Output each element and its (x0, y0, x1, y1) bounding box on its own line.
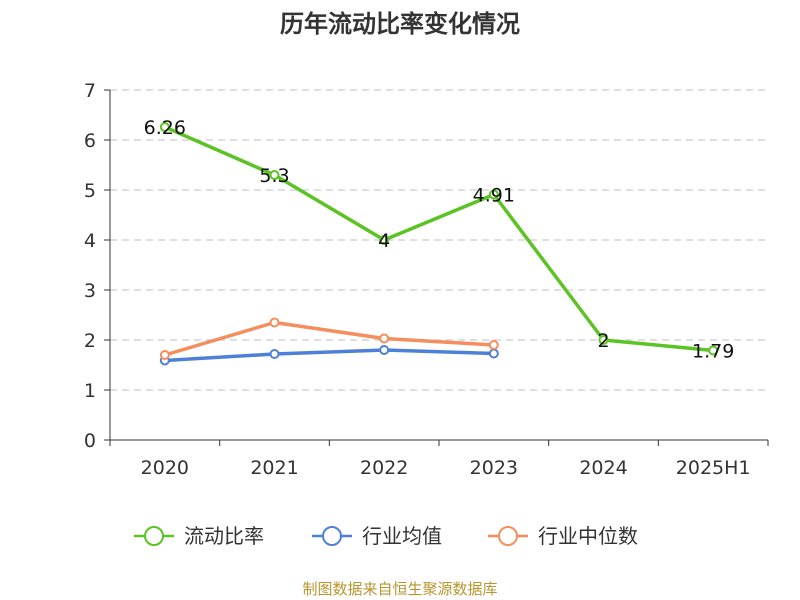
data-labels: 6.26 5.3 4 4.91 2 1.79 (144, 117, 735, 363)
legend: 流动比率 行业均值 行业中位数 (134, 524, 638, 548)
x-tick-label: 2022 (360, 457, 408, 479)
data-point (488, 340, 499, 350)
series-group (159, 122, 719, 366)
data-label: 1.79 (692, 341, 734, 363)
source-note: 制图数据来自恒生聚源数据库 (302, 580, 497, 598)
data-point (269, 349, 280, 359)
data-point (488, 189, 499, 200)
data-point (269, 317, 280, 328)
legend-marker (322, 526, 342, 546)
y-tick-label: 5 (84, 180, 96, 202)
data-point (488, 348, 499, 359)
x-tick-label: 2025H1 (676, 457, 751, 479)
data-label: 2 (597, 330, 609, 352)
legend-marker (498, 526, 518, 546)
data-point (379, 345, 390, 355)
data-label: 4 (378, 230, 390, 252)
y-tick-label: 2 (84, 330, 96, 352)
data-point (159, 122, 170, 132)
x-tick-label: 2021 (250, 457, 298, 479)
data-point (379, 235, 390, 245)
x-tick-label: 2024 (579, 457, 627, 479)
axes: 0 1 2 3 4 5 6 7 2020 2021 2022 2023 2024 2025H1 (84, 80, 769, 479)
y-tick-label: 1 (84, 380, 96, 402)
y-tick-label: 3 (84, 280, 96, 302)
series-line (164, 125, 714, 353)
y-tick-label: 0 (84, 430, 96, 452)
series-line (164, 320, 494, 357)
legend-marker (144, 526, 164, 546)
series-line (164, 348, 494, 363)
data-point (708, 345, 719, 356)
x-tick-label: 2020 (141, 457, 189, 479)
legend-label: 行业均值 (362, 524, 442, 548)
data-label: 6.26 (144, 117, 186, 139)
y-tick-label: 6 (84, 130, 96, 152)
y-tick-label: 4 (84, 230, 96, 252)
data-label: 4.91 (473, 185, 515, 207)
legend-label: 流动比率 (184, 524, 264, 548)
data-point (379, 333, 390, 344)
data-point (269, 170, 280, 180)
y-tick-label: 7 (84, 80, 96, 102)
data-point (159, 350, 170, 360)
x-tick-label: 2023 (470, 457, 518, 479)
data-point (598, 335, 609, 345)
data-label: 5.3 (259, 165, 289, 187)
chart-title: 历年流动比率变化情况 (280, 10, 520, 38)
legend-label: 行业中位数 (538, 524, 638, 548)
